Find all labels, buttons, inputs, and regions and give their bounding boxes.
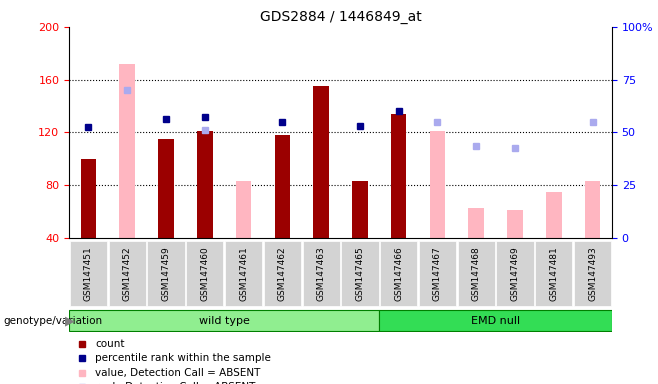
Text: genotype/variation: genotype/variation <box>3 316 103 326</box>
Text: GSM147462: GSM147462 <box>278 246 287 301</box>
Bar <box>274 135 290 238</box>
FancyBboxPatch shape <box>69 310 379 331</box>
FancyBboxPatch shape <box>186 241 224 306</box>
FancyBboxPatch shape <box>225 241 262 306</box>
Title: GDS2884 / 1446849_at: GDS2884 / 1446849_at <box>260 10 421 25</box>
Bar <box>352 181 368 238</box>
Bar <box>546 192 561 238</box>
Text: GSM147468: GSM147468 <box>472 246 481 301</box>
FancyBboxPatch shape <box>535 241 572 306</box>
Bar <box>391 114 407 238</box>
Text: GSM147452: GSM147452 <box>123 246 132 301</box>
Text: GSM147481: GSM147481 <box>549 246 558 301</box>
FancyBboxPatch shape <box>379 310 612 331</box>
Bar <box>507 210 522 238</box>
Text: GSM147493: GSM147493 <box>588 246 597 301</box>
Text: percentile rank within the sample: percentile rank within the sample <box>95 353 271 363</box>
FancyBboxPatch shape <box>342 241 378 306</box>
FancyBboxPatch shape <box>457 241 495 306</box>
Text: GSM147463: GSM147463 <box>316 246 326 301</box>
Text: GSM147469: GSM147469 <box>511 246 520 301</box>
Bar <box>197 131 213 238</box>
Text: GSM147467: GSM147467 <box>433 246 442 301</box>
FancyBboxPatch shape <box>109 241 146 306</box>
Bar <box>159 139 174 238</box>
Text: GSM147460: GSM147460 <box>200 246 209 301</box>
FancyBboxPatch shape <box>303 241 340 306</box>
Text: GSM147461: GSM147461 <box>239 246 248 301</box>
FancyBboxPatch shape <box>147 241 185 306</box>
FancyBboxPatch shape <box>496 241 534 306</box>
FancyBboxPatch shape <box>574 241 611 306</box>
FancyBboxPatch shape <box>70 241 107 306</box>
Text: GSM147466: GSM147466 <box>394 246 403 301</box>
Text: count: count <box>95 339 125 349</box>
FancyBboxPatch shape <box>419 241 456 306</box>
Bar <box>313 86 329 238</box>
Bar <box>120 64 135 238</box>
Bar <box>585 181 600 238</box>
Bar <box>468 208 484 238</box>
Text: rank, Detection Call = ABSENT: rank, Detection Call = ABSENT <box>95 382 256 384</box>
Text: wild type: wild type <box>199 316 249 326</box>
Text: value, Detection Call = ABSENT: value, Detection Call = ABSENT <box>95 367 261 377</box>
Bar <box>430 131 445 238</box>
Text: GSM147459: GSM147459 <box>161 246 170 301</box>
Text: EMD null: EMD null <box>471 316 520 326</box>
FancyBboxPatch shape <box>264 241 301 306</box>
Bar <box>81 159 96 238</box>
Bar <box>236 181 251 238</box>
Text: GSM147451: GSM147451 <box>84 246 93 301</box>
FancyBboxPatch shape <box>380 241 417 306</box>
Text: GSM147465: GSM147465 <box>355 246 365 301</box>
Text: ▶: ▶ <box>64 314 74 327</box>
